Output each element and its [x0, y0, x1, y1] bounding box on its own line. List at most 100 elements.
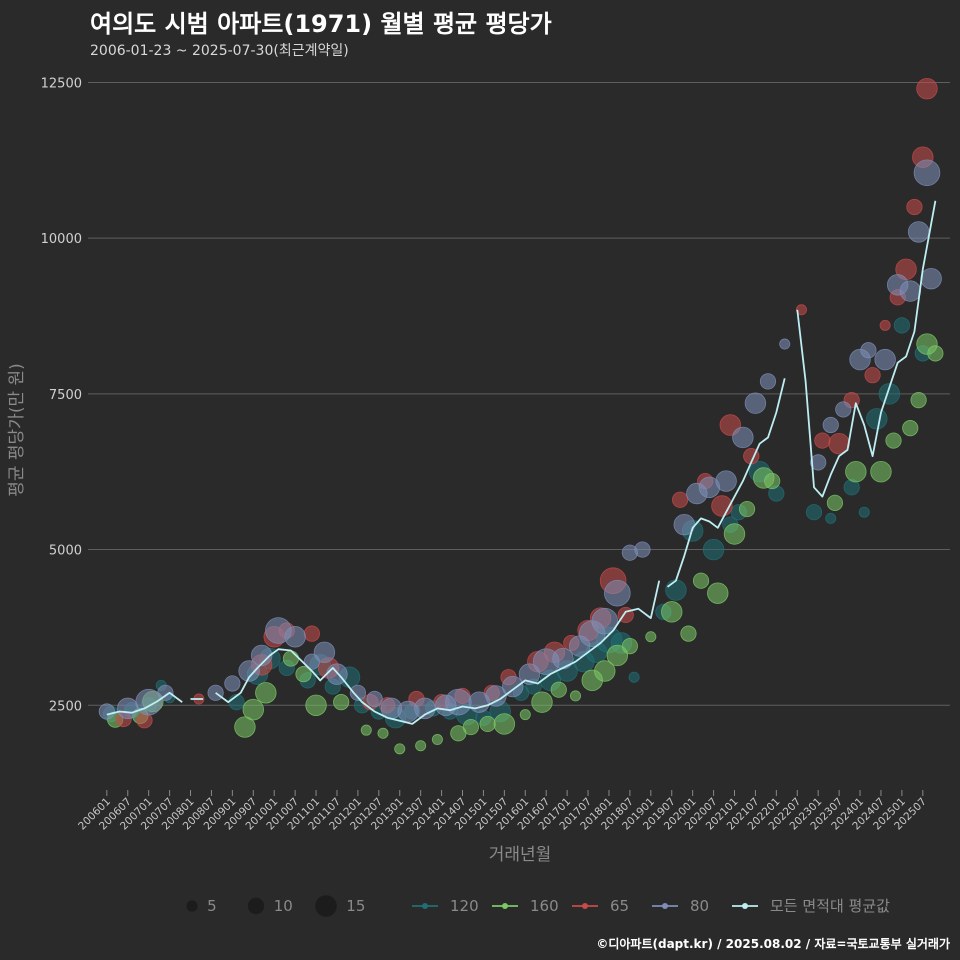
legend-color-label: 65 — [610, 897, 629, 915]
data-point-160 — [234, 716, 256, 738]
data-point-80 — [238, 660, 260, 682]
y-tick-label: 7500 — [49, 388, 82, 403]
data-point-160 — [723, 523, 746, 545]
data-point-80 — [744, 392, 767, 414]
data-point-80 — [899, 280, 921, 302]
data-point-160 — [680, 625, 697, 642]
legend-color-swatch — [502, 903, 508, 909]
average-line-segment — [215, 580, 661, 725]
source-caption: ©디아파트(dapt.kr) / 2025.08.02 / 자료=국토교통부 실… — [596, 937, 950, 951]
data-point-160 — [569, 690, 581, 702]
data-point-160 — [295, 666, 312, 683]
data-point-120 — [893, 317, 910, 334]
chart-title: 여의도 시범 아파트(1971) 월별 평균 평당가 — [90, 10, 552, 38]
data-point-160 — [333, 694, 350, 711]
data-point-160 — [594, 660, 616, 682]
data-point-80 — [284, 626, 306, 648]
data-point-80 — [907, 221, 930, 243]
data-point-160 — [661, 601, 683, 623]
data-point-80 — [732, 426, 754, 449]
y-tick-label: 12500 — [41, 76, 82, 91]
data-point-160 — [360, 724, 372, 736]
data-point-160 — [415, 740, 427, 752]
data-point-80 — [634, 541, 651, 558]
data-point-65 — [795, 304, 807, 316]
data-point-160 — [870, 461, 892, 483]
data-point-65 — [906, 198, 923, 216]
data-point-80 — [485, 685, 507, 707]
data-point-160 — [910, 391, 927, 409]
data-point-80 — [715, 470, 737, 492]
data-point-65 — [814, 432, 831, 449]
data-point-65 — [916, 77, 938, 100]
average-line-segment — [106, 691, 183, 716]
data-point-80 — [224, 675, 241, 692]
data-point-65 — [672, 491, 689, 508]
data-point-160 — [377, 727, 389, 739]
data-point-160 — [927, 345, 944, 362]
data-point-160 — [531, 691, 553, 713]
data-points — [98, 77, 944, 755]
data-point-80 — [250, 644, 273, 667]
y-axis-ticks: 2500 5000 7500 10000 12500 — [41, 76, 82, 714]
legend-size-label: 5 — [207, 897, 217, 915]
data-point-160 — [885, 432, 902, 449]
data-point-80 — [835, 401, 852, 418]
average-line — [106, 200, 937, 725]
data-point-160 — [707, 582, 729, 604]
data-point-160 — [519, 709, 531, 721]
data-point-80 — [414, 697, 436, 720]
data-point-80 — [349, 684, 366, 701]
data-point-120 — [825, 512, 837, 524]
data-point-80 — [366, 690, 383, 708]
data-point-80 — [779, 338, 791, 350]
data-point-160 — [550, 681, 567, 698]
legend-color-swatch — [422, 903, 428, 909]
data-point-80 — [810, 454, 827, 471]
legend-color-label: 120 — [450, 897, 479, 915]
data-point-160 — [606, 644, 629, 667]
data-point-160 — [305, 694, 327, 716]
data-point-80 — [313, 641, 336, 664]
y-tick-label: 5000 — [49, 544, 82, 559]
legend-color-label: 모든 면적대 평균값 — [770, 897, 890, 915]
legend-size-swatch — [247, 897, 265, 915]
data-point-160 — [462, 718, 479, 736]
data-point-160 — [394, 743, 406, 755]
data-point-65 — [879, 319, 891, 331]
data-point-80 — [157, 684, 174, 701]
data-point-80 — [591, 607, 619, 635]
legend-color-label: 160 — [530, 897, 559, 915]
data-point-160 — [902, 420, 919, 437]
data-point-160 — [645, 631, 657, 643]
data-point-120 — [665, 579, 687, 601]
data-point-120 — [628, 671, 640, 683]
average-line-segment — [666, 378, 786, 588]
data-point-160 — [692, 572, 710, 589]
y-axis-title: 평균 평당가(만 원) — [7, 363, 27, 497]
legend-color-label: 80 — [690, 897, 709, 915]
x-axis-title: 거래년월 — [489, 845, 552, 865]
data-point-160 — [479, 715, 496, 733]
data-point-80 — [518, 663, 541, 685]
y-tick-label: 10000 — [41, 232, 82, 247]
data-point-160 — [242, 698, 264, 721]
data-point-160 — [738, 500, 756, 518]
data-point-160 — [845, 461, 867, 483]
data-point-80 — [502, 675, 524, 698]
data-point-80 — [445, 688, 472, 716]
chart-subtitle: 2006-01-23 ~ 2025-07-30(최근계약일) — [90, 43, 349, 59]
data-point-120 — [805, 504, 823, 521]
legend-color-swatch — [742, 903, 748, 909]
legend-size-label: 15 — [346, 897, 365, 915]
legend: 5 10 15 120 160 65 80 모든 면적대 평균값 — [186, 895, 890, 917]
data-point-160 — [431, 734, 443, 746]
average-line-segment — [796, 200, 937, 498]
data-point-120 — [858, 506, 870, 518]
data-point-160 — [764, 472, 781, 490]
legend-size-label: 10 — [274, 897, 293, 915]
y-tick-label: 2500 — [49, 699, 82, 714]
data-point-80 — [860, 342, 877, 359]
data-point-160 — [621, 637, 638, 655]
